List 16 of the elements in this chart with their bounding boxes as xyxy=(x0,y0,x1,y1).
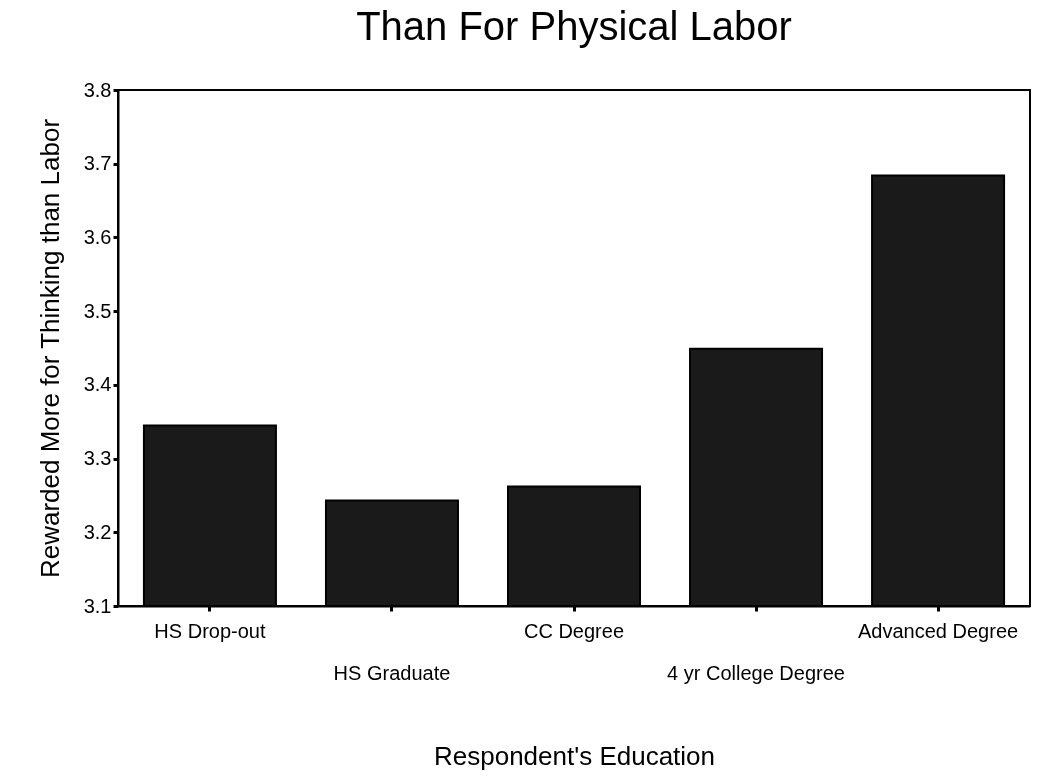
y-axis-title: Rewarded More for Thinking than Labor xyxy=(34,118,65,579)
x-tick-label: HS Graduate xyxy=(333,661,451,684)
y-tick-label: 3.1 xyxy=(83,594,112,617)
y-tick-label: 3.3 xyxy=(83,447,112,470)
y-tick-label: 3.7 xyxy=(83,152,112,175)
y-tick-label: 3.8 xyxy=(83,78,112,101)
y-tick-label: 3.5 xyxy=(83,299,112,322)
y-tick-label: 3.2 xyxy=(83,520,112,543)
x-tick-label: CC Degree xyxy=(523,619,625,642)
chart-title: Than For Physical Labor xyxy=(356,4,792,48)
x-tick-label: HS Drop-out xyxy=(154,619,266,642)
y-tick-label: 3.6 xyxy=(83,225,112,248)
y-tick-label: 3.4 xyxy=(83,373,112,396)
x-tick-label: 4 yr College Degree xyxy=(667,661,845,684)
x-tick-label: Advanced Degree xyxy=(858,619,1019,642)
x-axis-title: Respondent's Education xyxy=(433,740,716,771)
